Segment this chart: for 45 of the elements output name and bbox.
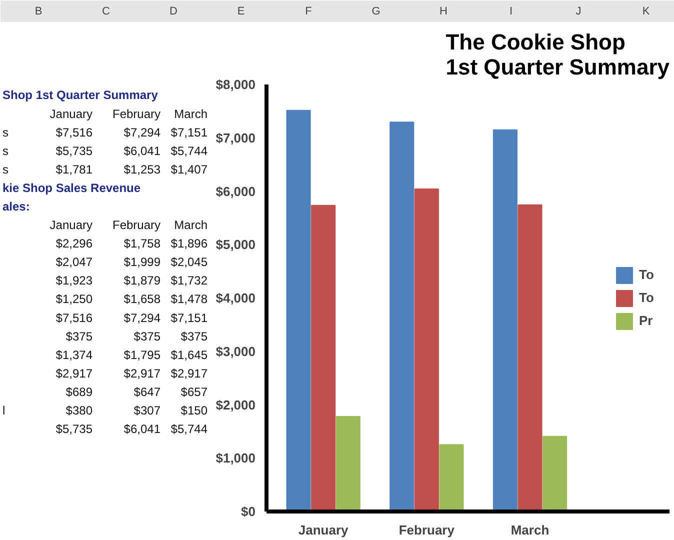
text: kie Shop Sales Revenue <box>2 180 141 195</box>
text: $1,923 $1,879 $1,732 <box>56 274 208 288</box>
text: $2,917 $2,917 $2,917 <box>56 366 208 380</box>
chart-title: The Cookie Shop 1st Quarter Summary <box>446 30 670 80</box>
text: s $1,781 $1,253 $1,407 <box>2 162 208 176</box>
y-tick-label: $3,000 <box>216 344 256 359</box>
bar <box>542 436 568 512</box>
bar <box>492 129 518 512</box>
y-tick-label: $1,000 <box>216 450 256 466</box>
bar <box>439 444 464 512</box>
text: s $5,735 $6,041 $5,744 <box>2 144 208 158</box>
x-tick-label: January <box>298 522 350 538</box>
y-tick-label: $2,000 <box>216 397 256 412</box>
text: $1,250 $1,658 $1,478 <box>56 292 208 306</box>
text: ales: <box>2 200 30 214</box>
text: January February March <box>50 106 208 121</box>
text: $2,047 $1,999 $2,045 <box>56 255 208 270</box>
y-tick-label: $7,000 <box>216 130 256 146</box>
legend-label: To <box>639 290 655 305</box>
bar <box>518 204 542 512</box>
text: Shop 1st Quarter Summary <box>2 88 158 102</box>
bar <box>286 110 311 512</box>
text: $689 $647 $657 <box>66 384 208 399</box>
text: B C D E F G H I J K <box>34 6 650 18</box>
y-tick-label: $0 <box>241 504 256 519</box>
bar <box>414 188 439 512</box>
text: l $380 $307 $150 <box>2 404 208 418</box>
text: $7,516 $7,294 $7,151 <box>56 310 208 325</box>
bar <box>390 122 414 512</box>
y-tick-label: $6,000 <box>216 184 256 199</box>
text: January February March <box>50 218 208 232</box>
y-tick-label: $4,000 <box>216 290 256 306</box>
bar <box>311 204 336 512</box>
x-tick-label: March <box>510 522 550 538</box>
legend-label: To <box>639 267 655 282</box>
text: $375 $375 $375 <box>66 329 208 344</box>
text: $5,735 $6,041 $5,744 <box>56 422 208 436</box>
legend-label: Pr <box>639 313 654 328</box>
text: $2,296 $1,758 $1,896 <box>56 236 208 251</box>
text: $1,374 $1,795 $1,645 <box>56 348 208 362</box>
y-tick-label: $8,000 <box>216 77 256 92</box>
bar <box>336 416 360 512</box>
text: s $7,516 $7,294 $7,151 <box>2 125 208 140</box>
x-tick-label: February <box>398 522 456 538</box>
y-tick-label: $5,000 <box>216 237 256 252</box>
